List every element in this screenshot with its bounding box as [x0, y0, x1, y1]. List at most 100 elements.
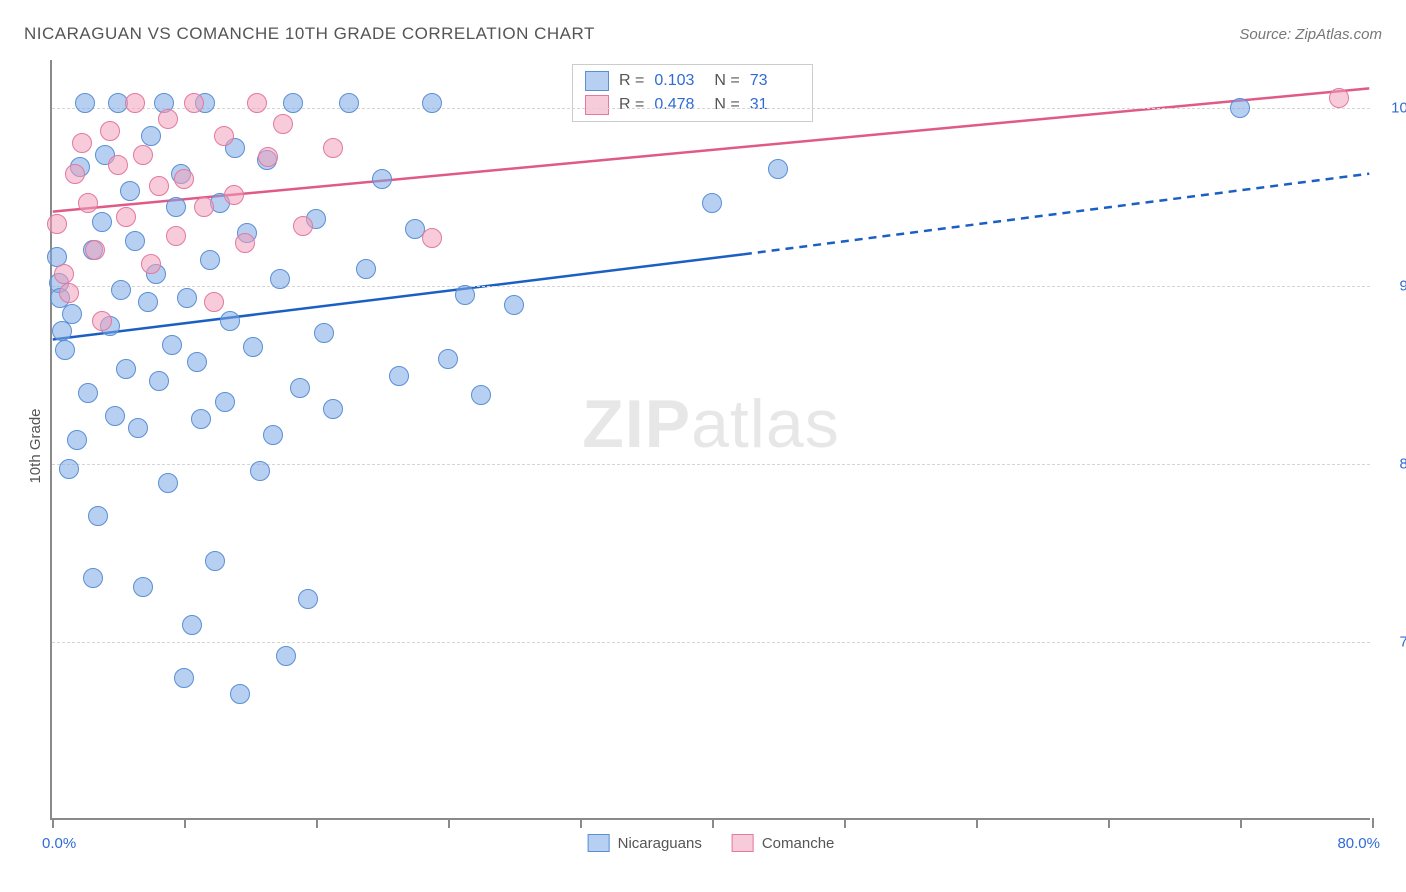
chart-header: NICARAGUAN VS COMANCHE 10TH GRADE CORREL…: [24, 24, 1382, 44]
data-point: [174, 169, 194, 189]
stat-n-value: 31: [750, 96, 800, 114]
data-point: [283, 93, 303, 113]
gridline: [52, 286, 1370, 287]
x-tick: [1108, 818, 1110, 828]
stat-r-label: R =: [619, 72, 644, 90]
data-point: [191, 409, 211, 429]
data-point: [128, 418, 148, 438]
watermark-bold: ZIP: [582, 386, 691, 462]
data-point: [768, 159, 788, 179]
data-point: [263, 425, 283, 445]
data-point: [247, 93, 267, 113]
data-point: [54, 264, 74, 284]
data-point: [455, 285, 475, 305]
data-point: [59, 459, 79, 479]
data-point: [323, 399, 343, 419]
data-point: [273, 114, 293, 134]
data-point: [88, 506, 108, 526]
scatter-plot-area: ZIPatlas R =0.103N =73R =0.478N =31 0.0%…: [50, 60, 1370, 820]
data-point: [111, 280, 131, 300]
data-point: [250, 461, 270, 481]
data-point: [194, 197, 214, 217]
source-label: Source:: [1239, 26, 1291, 43]
data-point: [55, 340, 75, 360]
data-point: [133, 577, 153, 597]
legend-swatch: [588, 834, 610, 852]
data-point: [504, 295, 524, 315]
data-point: [314, 323, 334, 343]
x-tick: [976, 818, 978, 828]
x-tick: [580, 818, 582, 828]
data-point: [116, 359, 136, 379]
legend-item: Comanche: [732, 834, 835, 852]
y-tick-label: 85.0%: [1378, 455, 1406, 472]
data-point: [205, 551, 225, 571]
stat-n-value: 73: [750, 72, 800, 90]
data-point: [422, 93, 442, 113]
watermark-rest: atlas: [691, 386, 840, 462]
data-point: [92, 311, 112, 331]
data-point: [158, 109, 178, 129]
data-point: [182, 615, 202, 635]
data-point: [270, 269, 290, 289]
stat-row: R = 0.103 N = 73: [573, 69, 812, 93]
data-point: [339, 93, 359, 113]
data-point: [298, 589, 318, 609]
data-point: [138, 292, 158, 312]
gridline: [52, 464, 1370, 465]
data-point: [133, 145, 153, 165]
data-point: [158, 473, 178, 493]
stat-row: R =0.478N =31: [573, 93, 812, 117]
y-tick-label: 100.0%: [1378, 99, 1406, 116]
data-point: [1230, 98, 1250, 118]
data-point: [290, 378, 310, 398]
chart-title: NICARAGUAN VS COMANCHE 10TH GRADE CORREL…: [24, 24, 595, 44]
gridline: [52, 642, 1370, 643]
data-point: [243, 337, 263, 357]
data-point: [276, 646, 296, 666]
data-point: [72, 133, 92, 153]
data-point: [200, 250, 220, 270]
data-point: [372, 169, 392, 189]
data-point: [204, 292, 224, 312]
data-point: [184, 93, 204, 113]
stat-n-label: N =: [714, 96, 739, 114]
data-point: [83, 568, 103, 588]
data-point: [59, 283, 79, 303]
stat-r-value: 0.478: [654, 96, 704, 114]
x-tick: [1240, 818, 1242, 828]
data-point: [149, 371, 169, 391]
data-point: [438, 349, 458, 369]
data-point: [224, 185, 244, 205]
x-tick: [844, 818, 846, 828]
legend-swatch: [732, 834, 754, 852]
data-point: [389, 366, 409, 386]
data-point: [235, 233, 255, 253]
data-point: [162, 335, 182, 355]
data-point: [323, 138, 343, 158]
stat-r-value: 0.103: [654, 72, 704, 90]
data-point: [65, 164, 85, 184]
data-point: [1329, 88, 1349, 108]
series-swatch: [585, 95, 609, 115]
legend-item: Nicaraguans: [588, 834, 702, 852]
data-point: [125, 93, 145, 113]
data-point: [230, 684, 250, 704]
x-tick: [52, 818, 54, 828]
data-point: [62, 304, 82, 324]
data-point: [78, 383, 98, 403]
data-point: [293, 216, 313, 236]
data-point: [166, 226, 186, 246]
data-point: [100, 121, 120, 141]
legend-label: Comanche: [762, 835, 835, 852]
trend-line: [744, 174, 1369, 255]
chart-source: Source: ZipAtlas.com: [1239, 26, 1382, 43]
data-point: [149, 176, 169, 196]
data-point: [85, 240, 105, 260]
legend-label: Nicaraguans: [618, 835, 702, 852]
x-tick: [1372, 818, 1374, 828]
data-point: [120, 181, 140, 201]
watermark: ZIPatlas: [582, 385, 839, 463]
y-tick-label: 77.5%: [1378, 633, 1406, 650]
stat-n-label: N =: [714, 72, 739, 90]
